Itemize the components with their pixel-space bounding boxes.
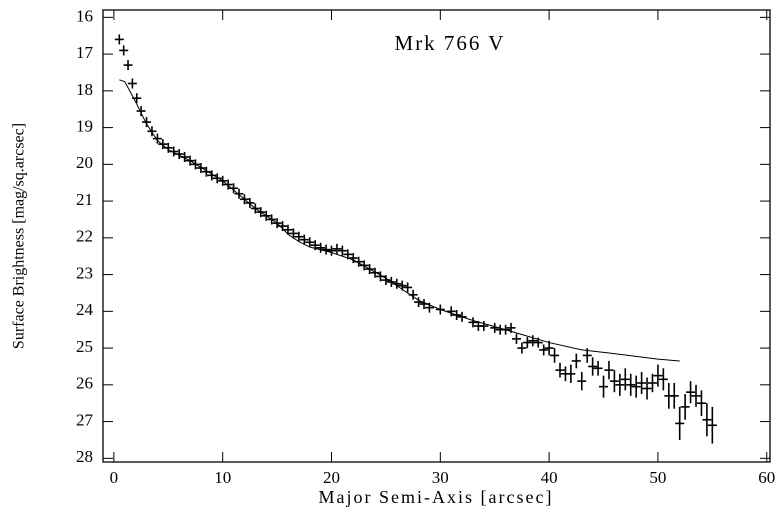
data-point <box>539 344 549 356</box>
data-point <box>599 375 609 398</box>
y-tick-label: 16 <box>76 6 93 25</box>
data-point <box>127 78 137 89</box>
data-point <box>169 146 179 157</box>
data-point <box>691 384 701 407</box>
data-point <box>136 106 146 117</box>
model-line <box>119 79 680 362</box>
data-point <box>517 342 527 354</box>
data-point <box>544 340 554 356</box>
data-point <box>229 183 239 194</box>
y-tick-label: 26 <box>76 374 93 393</box>
data-point <box>468 317 478 328</box>
data-point <box>446 306 456 317</box>
data-point <box>577 371 587 391</box>
data-point <box>234 188 244 199</box>
data-point <box>642 377 652 400</box>
data-point <box>620 368 630 391</box>
data-point <box>550 348 560 363</box>
data-point <box>196 163 206 174</box>
y-tick-label: 19 <box>76 116 93 135</box>
data-point <box>637 371 647 395</box>
data-point <box>119 45 129 56</box>
data-point <box>288 228 298 239</box>
data-point <box>158 139 168 150</box>
y-axis-label: Surface Brightness [mag/sq.arcsec] <box>11 123 28 349</box>
x-tick-label: 10 <box>214 468 231 487</box>
data-point <box>675 406 685 440</box>
data-point <box>686 381 696 404</box>
data-point <box>123 60 133 71</box>
y-tick-label: 20 <box>76 153 93 172</box>
data-point <box>223 179 233 190</box>
data-point <box>316 242 326 253</box>
data-point <box>321 244 331 255</box>
y-tick-label: 23 <box>76 263 93 282</box>
y-tick-label: 27 <box>76 410 94 429</box>
data-point <box>414 297 424 308</box>
data-point <box>207 170 217 181</box>
data-point <box>702 403 712 437</box>
y-tick-label: 17 <box>76 43 94 62</box>
x-tick-label: 0 <box>110 468 119 487</box>
data-point <box>147 126 157 137</box>
data-point <box>566 364 576 383</box>
y-tick-label: 22 <box>76 227 93 246</box>
x-axis-label: Major Semi-Axis [arcsec] <box>319 487 554 507</box>
data-point <box>299 234 309 245</box>
plot-frame <box>102 9 771 463</box>
data-point <box>294 231 304 242</box>
data-point <box>359 260 369 271</box>
data-point <box>658 368 668 391</box>
data-point <box>604 360 614 380</box>
data-point <box>653 364 663 387</box>
x-tick-label: 50 <box>649 468 666 487</box>
data-point <box>669 382 679 409</box>
y-tick-label: 18 <box>76 80 93 99</box>
x-tick-label: 20 <box>323 468 340 487</box>
data-point <box>680 394 690 420</box>
data-point <box>337 245 347 256</box>
data-point <box>522 337 532 349</box>
y-tick-label: 24 <box>76 300 94 319</box>
data-point <box>212 173 222 184</box>
x-tick-label: 30 <box>432 468 449 487</box>
data-point <box>555 362 565 378</box>
data-point <box>647 373 657 393</box>
data-point <box>180 151 190 162</box>
y-tick-label: 21 <box>76 190 93 209</box>
chart-title: Mrk 766 V <box>395 31 506 55</box>
data-point <box>609 370 619 393</box>
data-point <box>615 373 625 396</box>
data-point <box>163 142 173 153</box>
data-point <box>424 302 434 313</box>
data-point <box>245 197 255 208</box>
data-point <box>326 245 336 256</box>
data-point <box>114 34 124 45</box>
data-point <box>631 375 641 398</box>
data-point <box>626 373 636 396</box>
data-point <box>571 353 581 369</box>
data-point <box>528 335 538 347</box>
data-point <box>403 282 413 293</box>
data-point <box>305 237 315 248</box>
data-point <box>593 360 603 376</box>
data-point <box>370 267 380 278</box>
data-point <box>511 333 521 344</box>
data-point <box>588 357 598 376</box>
data-point <box>201 166 211 177</box>
y-tick-label: 25 <box>76 337 93 356</box>
data-point <box>142 117 152 128</box>
x-tick-label: 40 <box>541 468 558 487</box>
data-point <box>332 243 342 254</box>
data-point <box>348 253 358 264</box>
x-tick-label: 60 <box>758 468 775 487</box>
data-point <box>696 390 706 417</box>
y-tick-label: 28 <box>76 447 93 466</box>
data-point <box>707 406 717 444</box>
data-point <box>283 224 293 235</box>
data-point <box>152 133 162 144</box>
data-point <box>479 321 489 332</box>
